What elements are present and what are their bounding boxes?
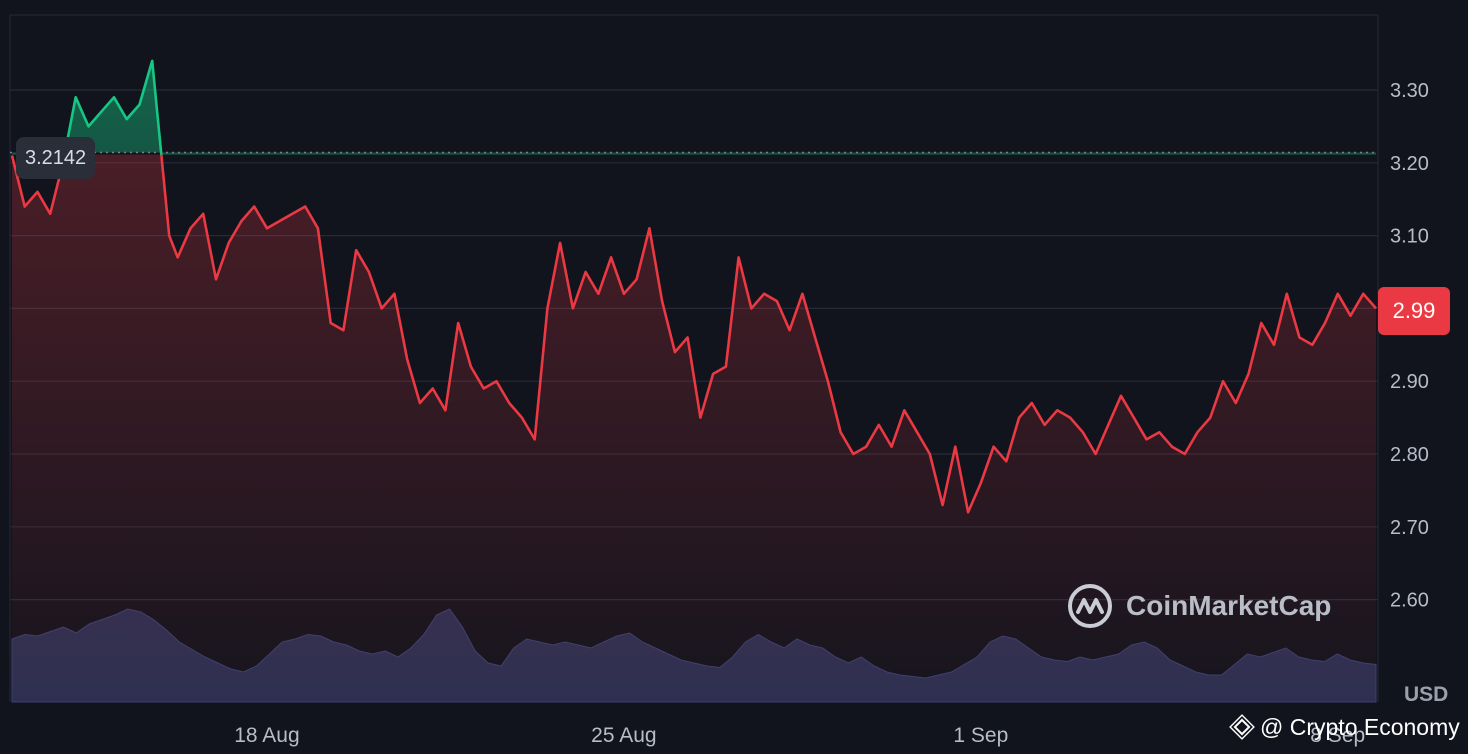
credit-text: @ Crypto Economy xyxy=(1260,713,1460,740)
y-tick-label: 2.70 xyxy=(1390,517,1429,539)
price-line xyxy=(10,59,1377,514)
price-fill-up xyxy=(12,60,1376,155)
y-tick-label: 2.60 xyxy=(1390,590,1429,612)
start-price-label: 3.2142 xyxy=(16,137,96,179)
y-tick-label: 2.80 xyxy=(1390,444,1429,466)
y-axis-ticks: 3.303.203.103.002.902.802.702.60 xyxy=(1390,80,1429,612)
coinmarketcap-watermark: CoinMarketCap xyxy=(1066,582,1331,630)
price-line-below-start xyxy=(10,154,1377,514)
x-tick-label: 8 Sep xyxy=(1310,724,1365,747)
y-tick-label: 2.90 xyxy=(1390,371,1429,393)
watermark-text: CoinMarketCap xyxy=(1126,590,1332,621)
x-tick-label: 18 Aug xyxy=(234,724,299,747)
y-tick-label: 3.30 xyxy=(1390,80,1429,102)
image-credit: @ Crypto Economy xyxy=(1228,713,1460,741)
x-axis-ticks: 18 Aug 25 Aug 1 Sep 8 Sep xyxy=(234,724,1365,747)
y-tick-label: 3.10 xyxy=(1390,226,1429,248)
x-tick-label: 25 Aug xyxy=(591,724,656,747)
price-fill-down xyxy=(12,154,1376,702)
x-tick-label: 1 Sep xyxy=(953,724,1008,747)
coinmarketcap-logo-icon xyxy=(1068,584,1112,628)
price-fill-area xyxy=(12,60,1376,702)
binance-diamond-icon xyxy=(1229,714,1255,740)
last-price-badge: 2.99 xyxy=(1378,287,1450,335)
currency-label: USD xyxy=(1404,683,1449,706)
y-tick-label: 3.20 xyxy=(1390,153,1429,175)
